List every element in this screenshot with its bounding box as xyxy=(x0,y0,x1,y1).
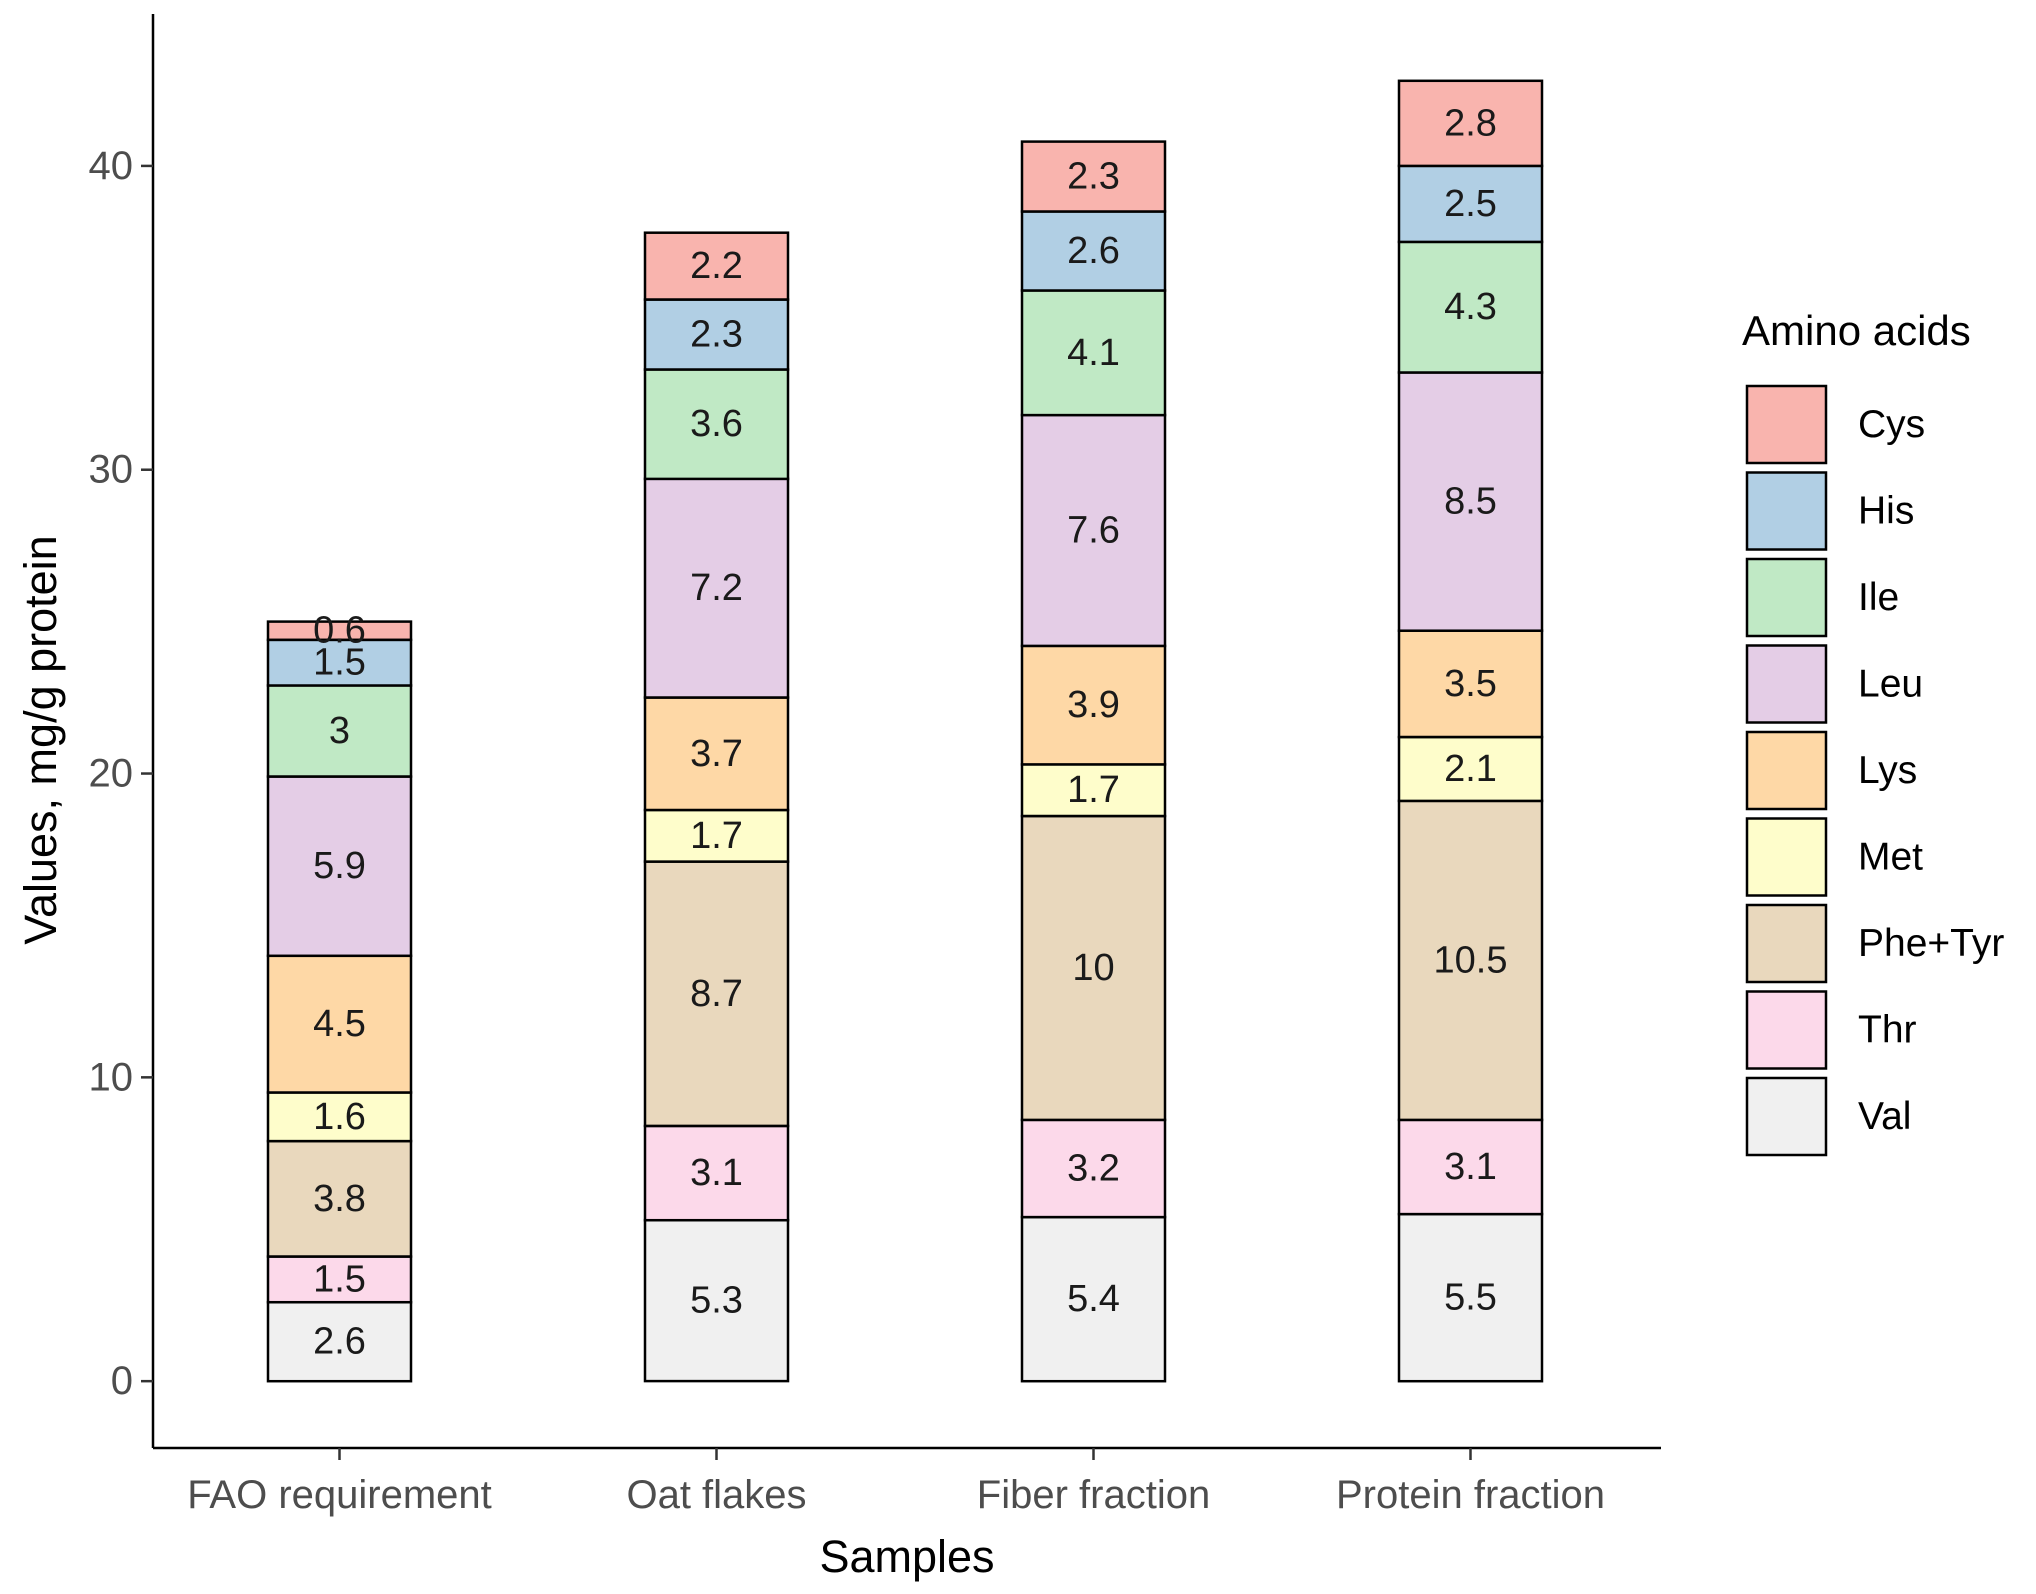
bar-oat-flakes-his xyxy=(643,298,790,371)
data-label-protein-fraction-thr: 3.1 xyxy=(1444,1146,1497,1188)
data-label-fiber-fraction-met: 1.7 xyxy=(1067,769,1120,811)
y-tick-label: 10 xyxy=(89,1055,134,1099)
legend-label-thr: Thr xyxy=(1858,1009,1917,1052)
legend-label-val: Val xyxy=(1858,1095,1911,1138)
data-label-oat-flakes-ile: 3.6 xyxy=(690,403,743,445)
bar-oat-flakes-cys xyxy=(643,231,790,301)
bar-fiber-fraction-cys xyxy=(1020,140,1167,213)
legend-key-ile xyxy=(1745,557,1828,638)
data-label-fao-requirement-lys: 4.5 xyxy=(313,1003,366,1045)
data-label-protein-fraction-met: 2.1 xyxy=(1444,748,1497,790)
bar-fao-requirement-met xyxy=(266,1091,413,1143)
legend-label-his: His xyxy=(1858,490,1914,533)
legend-key-val xyxy=(1745,1076,1828,1157)
x-axis-title: Samples xyxy=(819,1531,994,1582)
data-label-fao-requirement-cys: 0.6 xyxy=(313,610,366,652)
x-tick-label-oat-flakes: Oat flakes xyxy=(626,1473,806,1517)
data-label-oat-flakes-val: 5.3 xyxy=(690,1280,743,1322)
data-label-fao-requirement-his: 1.5 xyxy=(313,642,366,684)
bar-oat-flakes-leu xyxy=(643,477,790,699)
data-label-oat-flakes-thr: 3.1 xyxy=(690,1152,743,1194)
data-label-protein-fraction-leu: 8.5 xyxy=(1444,481,1497,523)
legend: Amino acids Cys His Ile Leu Lys Met Phe+Tyr Thr… xyxy=(1742,307,2004,1157)
y-tick-label: 30 xyxy=(89,448,134,492)
y-axis-title: Values, mg/g protein xyxy=(15,535,66,944)
x-tick-label-fiber-fraction: Fiber fraction xyxy=(977,1473,1210,1517)
data-label-fiber-fraction-leu: 7.6 xyxy=(1067,510,1120,552)
bar-oat-flakes-thr xyxy=(643,1124,790,1222)
data-label-protein-fraction-lys: 3.5 xyxy=(1444,663,1497,705)
bar-protein-fraction-lys xyxy=(1397,629,1544,739)
bar-protein-fraction-cys xyxy=(1397,79,1544,168)
legend-label-ile: Ile xyxy=(1858,576,1899,619)
legend-title: Amino acids xyxy=(1742,307,1971,354)
bar-oat-flakes-phe-tyr xyxy=(643,860,790,1128)
data-label-oat-flakes-met: 1.7 xyxy=(690,815,743,857)
bar-protein-fraction-met xyxy=(1397,735,1544,803)
legend-key-cys xyxy=(1745,384,1828,465)
data-label-fiber-fraction-cys: 2.3 xyxy=(1067,156,1120,198)
y-tick-label: 0 xyxy=(111,1359,133,1403)
data-label-protein-fraction-ile: 4.3 xyxy=(1444,286,1497,328)
data-label-fiber-fraction-thr: 3.2 xyxy=(1067,1148,1120,1190)
bar-fao-requirement-his xyxy=(266,638,413,687)
bar-fao-requirement-cys xyxy=(266,620,413,642)
data-label-fao-requirement-ile: 3 xyxy=(329,710,350,752)
data-label-fao-requirement-leu: 5.9 xyxy=(313,845,366,887)
data-label-fiber-fraction-lys: 3.9 xyxy=(1067,684,1120,726)
x-tick-label-protein-fraction: Protein fraction xyxy=(1336,1473,1605,1517)
y-tick-label: 20 xyxy=(89,752,134,796)
data-label-protein-fraction-val: 5.5 xyxy=(1444,1277,1497,1319)
data-label-protein-fraction-phe-tyr: 10.5 xyxy=(1434,939,1508,981)
legend-label-cys: Cys xyxy=(1858,403,1925,446)
bar-protein-fraction-leu xyxy=(1397,371,1544,632)
data-label-fao-requirement-val: 2.6 xyxy=(313,1321,366,1363)
bar-fiber-fraction-phe-tyr xyxy=(1020,814,1167,1122)
bar-fiber-fraction-thr xyxy=(1020,1118,1167,1219)
bar-fiber-fraction-met xyxy=(1020,763,1167,818)
data-label-protein-fraction-his: 2.5 xyxy=(1444,183,1497,225)
data-label-oat-flakes-lys: 3.7 xyxy=(690,733,743,775)
data-label-fiber-fraction-ile: 4.1 xyxy=(1067,332,1120,374)
data-label-oat-flakes-phe-tyr: 8.7 xyxy=(690,973,743,1015)
legend-key-lys xyxy=(1745,730,1828,811)
bar-protein-fraction-phe-tyr xyxy=(1397,799,1544,1122)
bar-fiber-fraction-leu xyxy=(1020,413,1167,648)
bar-fao-requirement-leu xyxy=(266,775,413,958)
legend-label-phe-tyr: Phe+Tyr xyxy=(1858,922,2004,965)
bar-fao-requirement-thr xyxy=(266,1255,413,1304)
data-label-fiber-fraction-phe-tyr: 10 xyxy=(1072,947,1114,989)
data-label-protein-fraction-cys: 2.8 xyxy=(1444,102,1497,144)
legend-label-met: Met xyxy=(1858,836,1923,879)
legend-key-phe-tyr xyxy=(1745,903,1828,984)
legend-key-leu xyxy=(1745,644,1828,724)
bar-protein-fraction-his xyxy=(1397,164,1544,244)
x-tick-label-fao-requirement: FAO requirement xyxy=(187,1473,492,1517)
data-label-oat-flakes-cys: 2.2 xyxy=(690,245,743,287)
data-label-oat-flakes-leu: 7.2 xyxy=(690,567,743,609)
data-label-oat-flakes-his: 2.3 xyxy=(690,314,743,356)
bar-fiber-fraction-lys xyxy=(1020,644,1167,766)
y-tick-label: 40 xyxy=(89,144,134,188)
bar-fao-requirement-val xyxy=(266,1300,413,1383)
legend-key-thr xyxy=(1745,990,1828,1070)
legend-key-met xyxy=(1745,817,1828,897)
bar-oat-flakes-lys xyxy=(643,696,790,812)
bar-oat-flakes-ile xyxy=(643,368,790,481)
data-label-fao-requirement-met: 1.6 xyxy=(313,1096,366,1138)
bar-oat-flakes-val xyxy=(643,1218,790,1383)
bar-fiber-fraction-his xyxy=(1020,210,1167,292)
data-label-fiber-fraction-his: 2.6 xyxy=(1067,230,1120,272)
legend-label-lys: Lys xyxy=(1858,749,1917,792)
bar-fao-requirement-ile xyxy=(266,684,413,778)
legend-key-his xyxy=(1745,471,1828,551)
data-label-fao-requirement-phe-tyr: 3.8 xyxy=(313,1178,366,1220)
bar-fao-requirement-lys xyxy=(266,954,413,1094)
bar-protein-fraction-thr xyxy=(1397,1118,1544,1216)
data-label-fao-requirement-thr: 1.5 xyxy=(313,1258,366,1300)
legend-label-leu: Leu xyxy=(1858,663,1923,706)
data-label-fiber-fraction-val: 5.4 xyxy=(1067,1278,1120,1320)
